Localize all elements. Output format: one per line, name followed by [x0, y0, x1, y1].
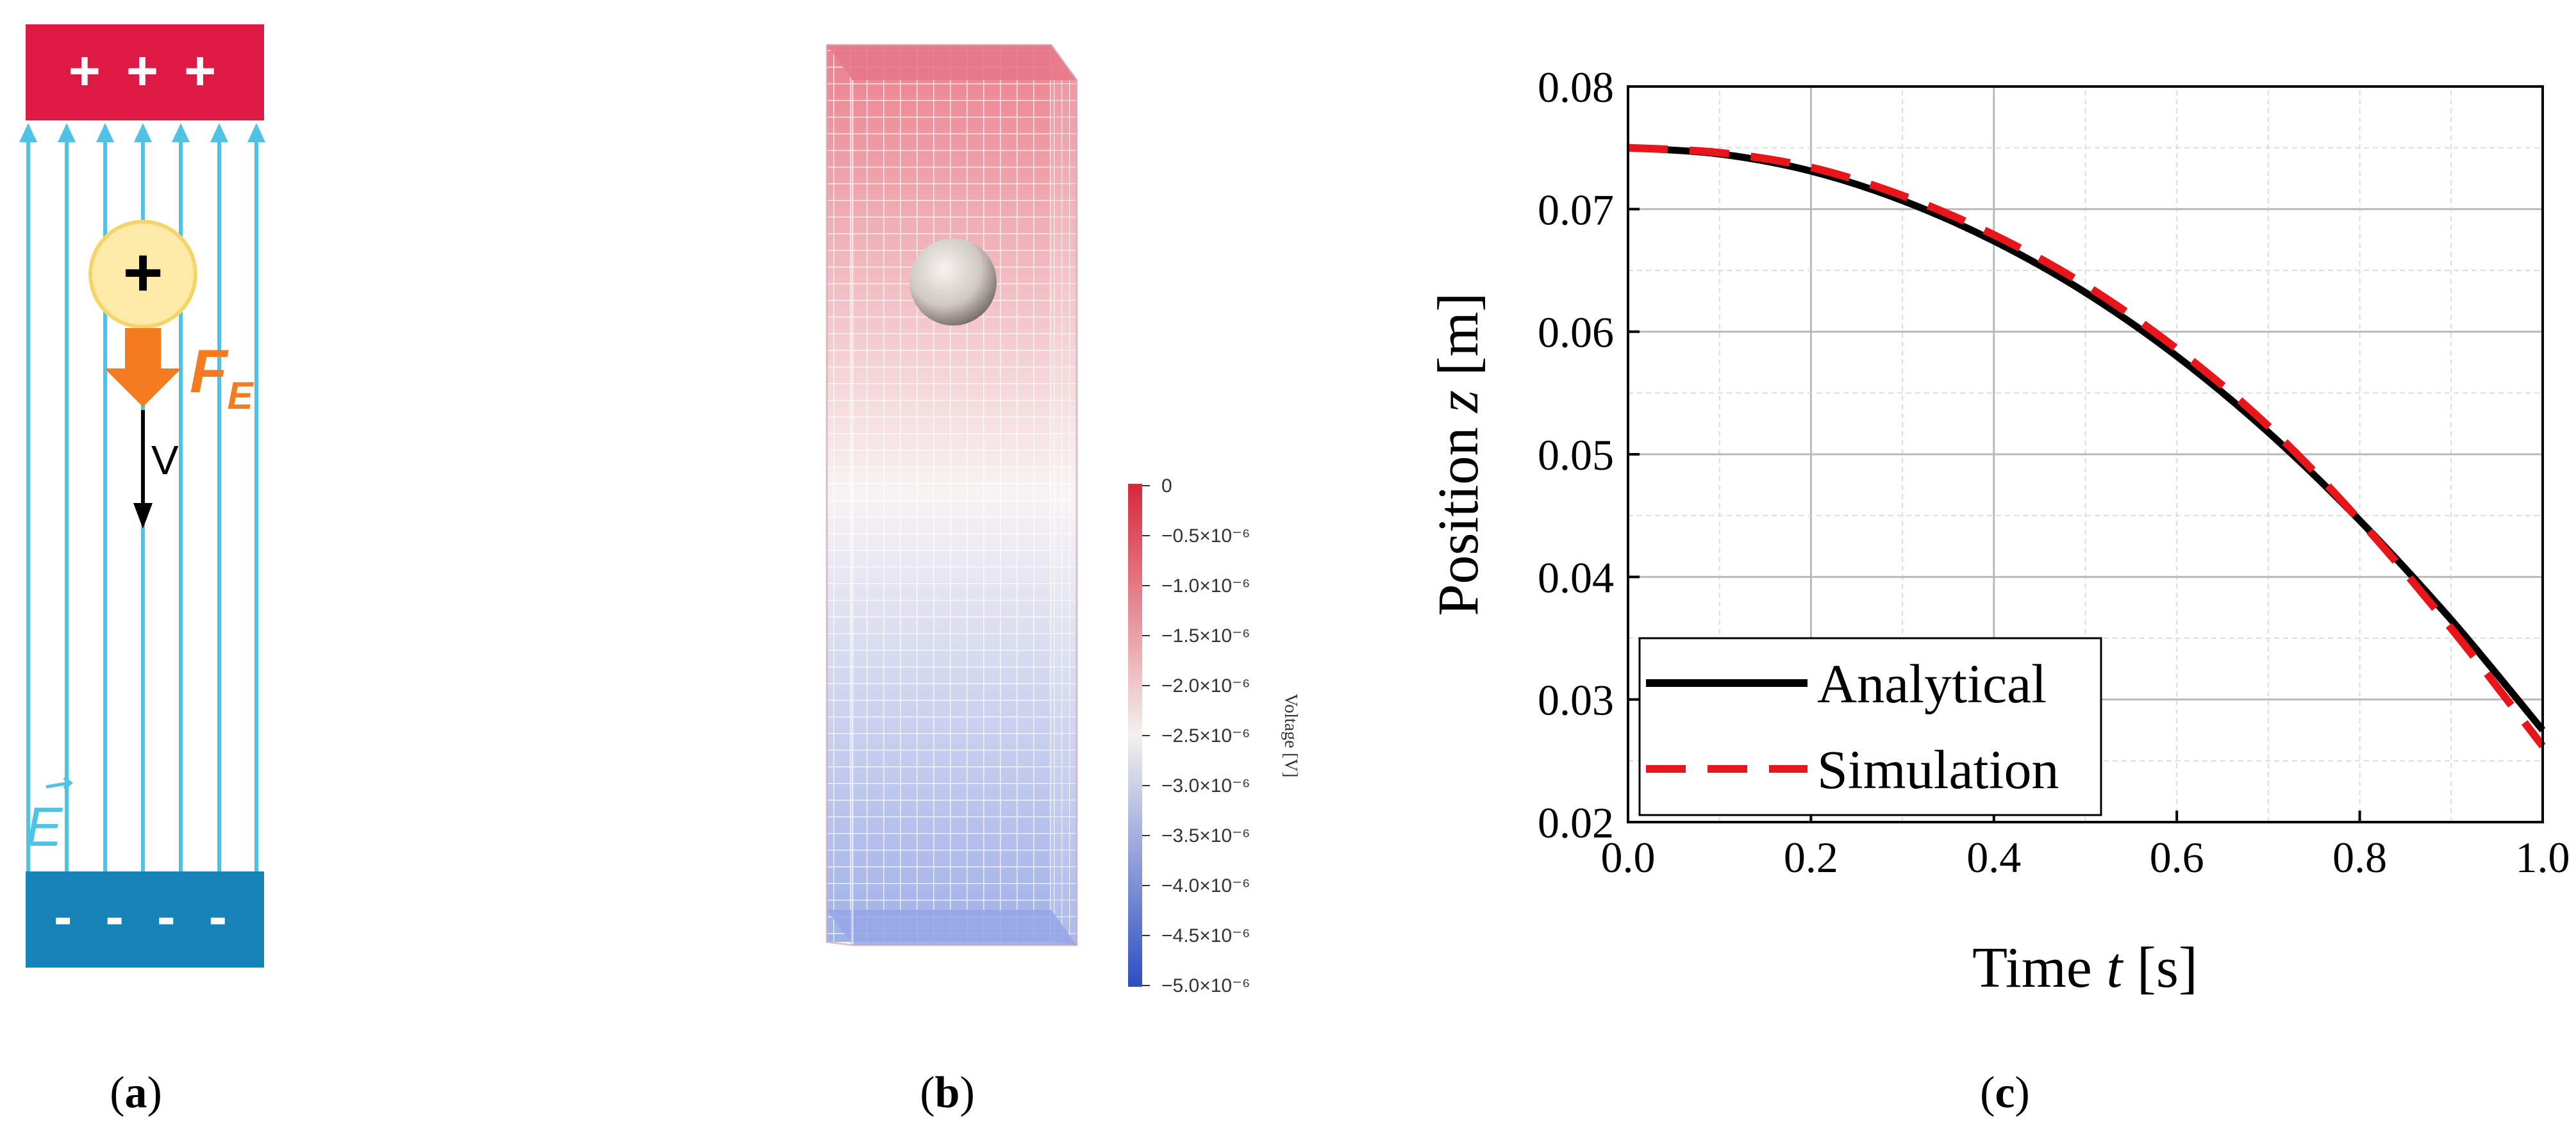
mesh-top-face — [827, 45, 1077, 80]
chart-y-tick-label: 0.02 — [1538, 798, 1614, 847]
chart-series — [1627, 144, 2546, 749]
panel-c: 0.0 0.2 0.4 0.6 0.8 1.0 0.02 0.03 0.04 0.05 0.06 0.… — [1427, 63, 2570, 1117]
colorbar-tick-label: −1.5×10⁻⁶ — [1161, 625, 1250, 647]
chart-legend: Analytical Simulation — [1638, 637, 2102, 816]
field-line-arrowhead-icon — [247, 123, 265, 142]
chart-x-tick-label: 0.0 — [1601, 833, 1656, 882]
mesh-front-grid — [827, 45, 1051, 942]
mesh-outline — [826, 44, 1078, 946]
colorbar-gradient — [1128, 484, 1142, 987]
colorbar-tick-label: −0.5×10⁻⁶ — [1161, 525, 1250, 547]
colorbar-tick-label: −5.0×10⁻⁶ — [1161, 975, 1250, 996]
colorbar-tick-label: −3.0×10⁻⁶ — [1161, 775, 1250, 796]
colorbar-title: Voltage [V] — [1281, 694, 1300, 778]
legend-label-analytical: Analytical — [1817, 653, 2047, 714]
negative-plate — [26, 871, 264, 968]
panel-b: 0 −0.5×10⁻⁶ −1.0×10⁻⁶ −1.5×10⁻⁶ −2.0×10⁻⁶ −2.… — [826, 44, 1300, 1117]
panel-b-label: (b) — [920, 1068, 975, 1117]
colorbar-tick-label: −4.5×10⁻⁶ — [1161, 925, 1250, 946]
force-label: FE — [190, 337, 254, 417]
velocity-label: V — [151, 437, 179, 483]
colorbar-ticks: 0 −0.5×10⁻⁶ −1.0×10⁻⁶ −1.5×10⁻⁶ −2.0×10⁻⁶ −2.… — [1142, 475, 1250, 996]
chart: 0.0 0.2 0.4 0.6 0.8 1.0 0.02 0.03 0.04 0.05 0.06 0.… — [1427, 63, 2570, 1000]
colorbar-tick-label: −4.0×10⁻⁶ — [1161, 875, 1250, 896]
positive-charge — [88, 220, 197, 329]
chart-x-tick-label: 0.2 — [1784, 833, 1838, 882]
field-line-arrowhead-icon — [210, 123, 228, 142]
negative-plate-signs: - - - - — [54, 886, 236, 948]
chart-y-tick-label: 0.03 — [1538, 676, 1614, 725]
field-line-arrowhead-icon — [58, 123, 76, 142]
chart-x-tick-label: 0.6 — [2150, 833, 2204, 882]
field-line-arrowhead-icon — [134, 123, 152, 142]
field-vector-label: E — [26, 796, 63, 858]
positive-plate-signs: + + + — [69, 40, 221, 102]
chart-x-axis-label: Time t [s] — [1972, 936, 2198, 1000]
chart-y-tick-label: 0.04 — [1538, 553, 1614, 602]
chart-x-tick-label: 0.8 — [2332, 833, 2387, 882]
field-line-arrowhead-icon — [96, 123, 114, 142]
legend-label-simulation: Simulation — [1817, 739, 2059, 800]
panel-a-label: (a) — [110, 1068, 162, 1117]
sphere-particle — [910, 238, 997, 326]
force-arrow-icon — [104, 328, 181, 407]
chart-x-tick-label: 0.4 — [1966, 833, 2021, 882]
chart-x-tick-label: 1.0 — [2516, 833, 2570, 882]
chart-y-tick-label: 0.05 — [1538, 431, 1614, 479]
series-line-analytical — [1627, 144, 2546, 733]
chart-axis-ticks: 0.0 0.2 0.4 0.6 0.8 1.0 0.02 0.03 0.04 0.05 0.06 0.… — [1538, 63, 2570, 882]
colorbar-tick-label: −2.5×10⁻⁶ — [1161, 725, 1250, 746]
chart-y-tick-label: 0.08 — [1538, 63, 1614, 111]
colorbar-tick-label: 0 — [1161, 475, 1172, 497]
charge-sign: + — [122, 233, 163, 311]
mesh-bottom-face — [827, 910, 1077, 945]
positive-plate — [26, 24, 264, 120]
simulation-mesh-box — [826, 44, 1078, 946]
field-vector-arrow-icon — [46, 777, 74, 789]
chart-y-tick-label: 0.06 — [1538, 308, 1614, 357]
panel-c-label: (c) — [1980, 1068, 2030, 1117]
colorbar-tick-label: −3.5×10⁻⁶ — [1161, 825, 1250, 846]
chart-y-tick-label: 0.07 — [1538, 185, 1614, 234]
colorbar-tick-label: −2.0×10⁻⁶ — [1161, 675, 1250, 697]
panel-a: + + + E - - - - + FE V (a) — [19, 24, 265, 1117]
legend-box — [1638, 637, 2102, 816]
voltage-colorbar: 0 −0.5×10⁻⁶ −1.0×10⁻⁶ −1.5×10⁻⁶ −2.0×10⁻⁶ −2.… — [1128, 475, 1300, 996]
mesh-side-grid — [1051, 45, 1077, 945]
field-line-arrowhead-icon — [19, 123, 37, 142]
colorbar-tick-label: −1.0×10⁻⁶ — [1161, 575, 1250, 597]
series-line-simulation — [1627, 144, 2546, 749]
chart-y-axis-label: Position z [m] — [1427, 292, 1490, 616]
velocity-arrowhead-icon — [133, 503, 153, 529]
field-line-arrowhead-icon — [172, 123, 190, 142]
